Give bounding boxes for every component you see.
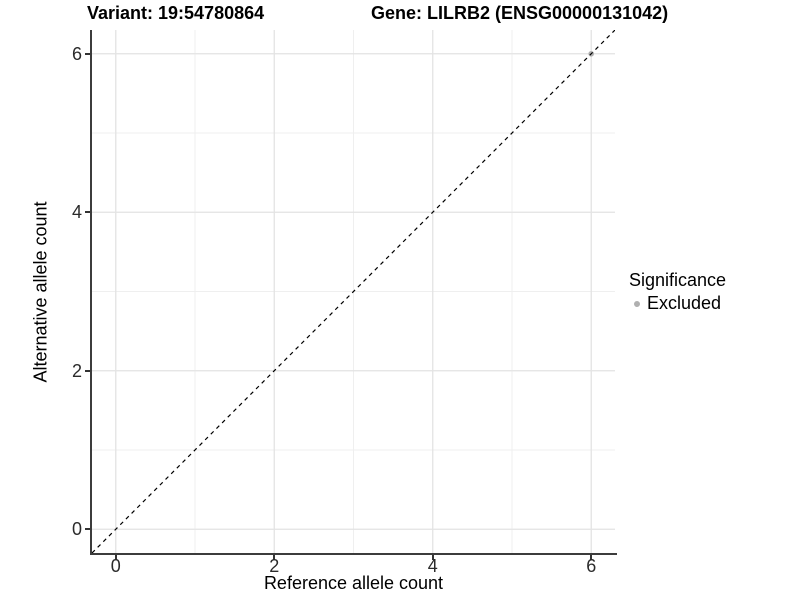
y-axis-title: Alternative allele count: [30, 201, 51, 383]
y-tick-mark: [85, 211, 90, 214]
y-tick-label: 0: [71, 519, 82, 540]
x-tick-label: 0: [110, 556, 121, 576]
y-tick-mark: [85, 369, 90, 372]
plot-panel: [91, 29, 616, 554]
y-tick-label: 4: [71, 202, 82, 223]
x-axis-line: [90, 553, 617, 555]
y-tick-label: 6: [71, 43, 82, 64]
legend-point-marker-icon: [634, 300, 640, 307]
plot-title-variant: Variant: 19:54780864: [87, 3, 265, 23]
x-tick-label: 2: [269, 556, 280, 576]
y-tick-mark: [85, 52, 90, 55]
legend-item-excluded: Excluded: [629, 294, 726, 313]
plot-title-gene: Gene: LILRB2 (ENSG00000131042): [371, 3, 669, 23]
y-tick-label: 2: [71, 360, 82, 381]
x-tick-mark: [431, 555, 434, 560]
x-axis-title: Reference allele count: [263, 573, 444, 593]
identity-line: [91, 29, 616, 554]
x-tick-label: 6: [586, 556, 597, 576]
legend-title: Significance: [629, 270, 727, 290]
x-tick-mark: [114, 555, 117, 560]
x-tick-mark: [590, 555, 593, 560]
x-tick-mark: [273, 555, 276, 560]
legend-item-label: Excluded: [647, 293, 722, 313]
x-tick-label: 4: [427, 556, 438, 576]
chart-canvas: [91, 29, 616, 554]
y-axis-line: [90, 30, 92, 555]
y-tick-mark: [85, 528, 90, 531]
legend: Significance Excluded: [629, 271, 726, 313]
